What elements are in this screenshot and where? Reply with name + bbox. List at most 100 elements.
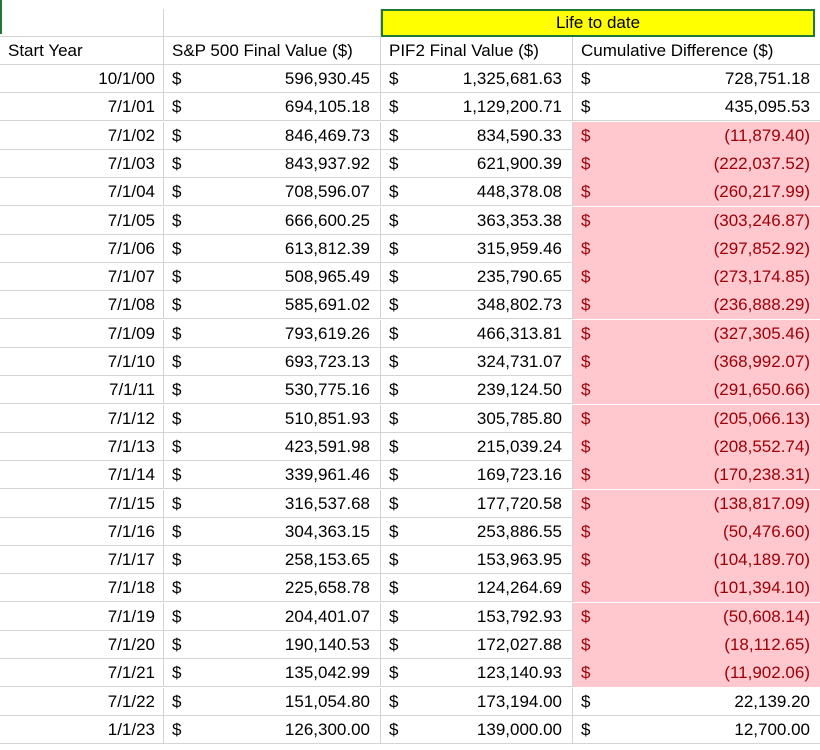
header-pif2[interactable]: PIF2 Final Value ($) bbox=[381, 37, 573, 65]
pif2-value-cell[interactable]: $153,963.95 bbox=[381, 546, 573, 575]
pif2-value-cell[interactable]: $315,959.46 bbox=[381, 234, 573, 263]
pif2-value-cell[interactable]: $215,039.24 bbox=[381, 432, 573, 461]
cumulative-difference-cell[interactable]: $ (291,650.66) bbox=[573, 376, 820, 405]
start-year-cell[interactable]: 7/1/05 bbox=[0, 206, 164, 235]
start-year-cell[interactable]: 7/1/07 bbox=[0, 263, 164, 292]
start-year-cell[interactable]: 7/1/03 bbox=[0, 149, 164, 178]
cumulative-difference-cell[interactable]: $ (222,037.52) bbox=[573, 149, 820, 178]
sp500-value-cell[interactable]: $508,965.49 bbox=[164, 263, 381, 292]
start-year-cell[interactable]: 7/1/12 bbox=[0, 404, 164, 433]
start-year-cell[interactable]: 7/1/04 bbox=[0, 178, 164, 207]
pif2-value-cell[interactable]: $348,802.73 bbox=[381, 291, 573, 320]
sp500-value-cell[interactable]: $693,723.13 bbox=[164, 348, 381, 376]
cumulative-difference-cell[interactable]: $728,751.18 bbox=[573, 65, 820, 93]
pif2-value-cell[interactable]: $173,194.00 bbox=[381, 687, 573, 716]
cumulative-difference-cell[interactable]: $ (236,888.29) bbox=[573, 291, 820, 320]
pif2-value-cell[interactable]: $448,378.08 bbox=[381, 178, 573, 207]
cumulative-difference-cell[interactable]: $435,095.53 bbox=[573, 93, 820, 122]
cumulative-difference-cell[interactable]: $ (205,066.13) bbox=[573, 404, 820, 433]
pif2-value-cell[interactable]: $169,723.16 bbox=[381, 461, 573, 490]
header-sp500[interactable]: S&P 500 Final Value ($) bbox=[164, 37, 381, 65]
pif2-value-cell[interactable]: $239,124.50 bbox=[381, 376, 573, 405]
start-year-cell[interactable]: 7/1/22 bbox=[0, 687, 164, 716]
cumulative-difference-cell[interactable]: $ (170,238.31) bbox=[573, 461, 820, 490]
pif2-value-cell[interactable]: $124,264.69 bbox=[381, 574, 573, 603]
start-year-cell[interactable]: 7/1/09 bbox=[0, 319, 164, 348]
header-cumulative-difference[interactable]: Cumulative Difference ($) bbox=[573, 37, 820, 65]
sp500-value-cell[interactable]: $846,469.73 bbox=[164, 121, 381, 150]
start-year-cell[interactable]: 7/1/19 bbox=[0, 602, 164, 631]
sp500-value-cell[interactable]: $666,600.25 bbox=[164, 206, 381, 235]
cumulative-difference-cell[interactable]: $ (138,817.09) bbox=[573, 489, 820, 518]
sp500-value-cell[interactable]: $316,537.68 bbox=[164, 489, 381, 518]
sp500-value-cell[interactable]: $708,596.07 bbox=[164, 178, 381, 207]
sp500-value-cell[interactable]: $613,812.39 bbox=[164, 234, 381, 263]
sp500-value-cell[interactable]: $596,930.45 bbox=[164, 65, 381, 93]
cell-b1[interactable] bbox=[164, 9, 381, 37]
start-year-cell[interactable]: 7/1/01 bbox=[0, 93, 164, 122]
pif2-value-cell[interactable]: $172,027.88 bbox=[381, 631, 573, 659]
pif2-value-cell[interactable]: $177,720.58 bbox=[381, 489, 573, 518]
pif2-value-cell[interactable]: $235,790.65 bbox=[381, 263, 573, 292]
sp500-value-cell[interactable]: $204,401.07 bbox=[164, 602, 381, 631]
start-year-cell[interactable]: 7/1/20 bbox=[0, 631, 164, 659]
pif2-value-cell[interactable]: $466,313.81 bbox=[381, 319, 573, 348]
start-year-cell[interactable]: 7/1/15 bbox=[0, 489, 164, 518]
cumulative-difference-cell[interactable]: $ (18,112.65) bbox=[573, 631, 820, 659]
sp500-value-cell[interactable]: $530,775.16 bbox=[164, 376, 381, 405]
start-year-cell[interactable]: 7/1/18 bbox=[0, 574, 164, 603]
header-start-year[interactable]: Start Year bbox=[0, 37, 164, 65]
pif2-value-cell[interactable]: $363,353.38 bbox=[381, 206, 573, 235]
start-year-cell[interactable]: 7/1/08 bbox=[0, 291, 164, 320]
sp500-value-cell[interactable]: $423,591.98 bbox=[164, 432, 381, 461]
start-year-cell[interactable]: 7/1/14 bbox=[0, 461, 164, 490]
start-year-cell[interactable]: 7/1/10 bbox=[0, 348, 164, 376]
sp500-value-cell[interactable]: $151,054.80 bbox=[164, 687, 381, 716]
pif2-value-cell[interactable]: $123,140.93 bbox=[381, 659, 573, 688]
cumulative-difference-cell[interactable]: $ (104,189.70) bbox=[573, 546, 820, 575]
sp500-value-cell[interactable]: $135,042.99 bbox=[164, 659, 381, 688]
sp500-value-cell[interactable]: $339,961.46 bbox=[164, 461, 381, 490]
cumulative-difference-cell[interactable]: $ (327,305.46) bbox=[573, 319, 820, 348]
start-year-cell[interactable]: 7/1/02 bbox=[0, 121, 164, 150]
cumulative-difference-cell[interactable]: $ (11,879.40) bbox=[573, 121, 820, 150]
sp500-value-cell[interactable]: $843,937.92 bbox=[164, 149, 381, 178]
cumulative-difference-cell[interactable]: $ (50,476.60) bbox=[573, 517, 820, 546]
cumulative-difference-cell[interactable]: $ (11,902.06) bbox=[573, 659, 820, 688]
sp500-value-cell[interactable]: $126,300.00 bbox=[164, 715, 381, 744]
sp500-value-cell[interactable]: $694,105.18 bbox=[164, 93, 381, 122]
start-year-cell[interactable]: 7/1/13 bbox=[0, 432, 164, 461]
cumulative-difference-cell[interactable]: $ (101,394.10) bbox=[573, 574, 820, 603]
life-to-date-banner[interactable]: Life to date bbox=[381, 9, 815, 37]
pif2-value-cell[interactable]: $253,886.55 bbox=[381, 517, 573, 546]
pif2-value-cell[interactable]: $1,129,200.71 bbox=[381, 93, 573, 122]
start-year-cell[interactable]: 7/1/06 bbox=[0, 234, 164, 263]
sp500-value-cell[interactable]: $510,851.93 bbox=[164, 404, 381, 433]
cumulative-difference-cell[interactable]: $ (273,174.85) bbox=[573, 263, 820, 292]
start-year-cell[interactable]: 1/1/23 bbox=[0, 715, 164, 744]
cumulative-difference-cell[interactable]: $22,139.20 bbox=[573, 688, 820, 716]
cumulative-difference-cell[interactable]: $ (50,608.14) bbox=[573, 602, 820, 631]
pif2-value-cell[interactable]: $834,590.33 bbox=[381, 121, 573, 150]
sp500-value-cell[interactable]: $190,140.53 bbox=[164, 631, 381, 659]
pif2-value-cell[interactable]: $139,000.00 bbox=[381, 715, 573, 744]
pif2-value-cell[interactable]: $1,325,681.63 bbox=[381, 65, 573, 93]
cumulative-difference-cell[interactable]: $ (297,852.92) bbox=[573, 234, 820, 263]
cumulative-difference-cell[interactable]: $ (303,246.87) bbox=[573, 206, 820, 235]
start-year-cell[interactable]: 7/1/11 bbox=[0, 376, 164, 405]
cumulative-difference-cell[interactable]: $ (260,217.99) bbox=[573, 178, 820, 207]
pif2-value-cell[interactable]: $305,785.80 bbox=[381, 404, 573, 433]
sp500-value-cell[interactable]: $304,363.15 bbox=[164, 517, 381, 546]
start-year-cell[interactable]: 7/1/21 bbox=[0, 659, 164, 688]
start-year-cell[interactable]: 7/1/17 bbox=[0, 546, 164, 575]
sp500-value-cell[interactable]: $258,153.65 bbox=[164, 546, 381, 575]
cell-a1[interactable] bbox=[0, 9, 164, 37]
sp500-value-cell[interactable]: $585,691.02 bbox=[164, 291, 381, 320]
cumulative-difference-cell[interactable]: $ (368,992.07) bbox=[573, 348, 820, 376]
pif2-value-cell[interactable]: $324,731.07 bbox=[381, 348, 573, 376]
sp500-value-cell[interactable]: $225,658.78 bbox=[164, 574, 381, 603]
pif2-value-cell[interactable]: $621,900.39 bbox=[381, 149, 573, 178]
start-year-cell[interactable]: 7/1/16 bbox=[0, 517, 164, 546]
start-year-cell[interactable]: 10/1/00 bbox=[0, 65, 164, 93]
pif2-value-cell[interactable]: $153,792.93 bbox=[381, 602, 573, 631]
